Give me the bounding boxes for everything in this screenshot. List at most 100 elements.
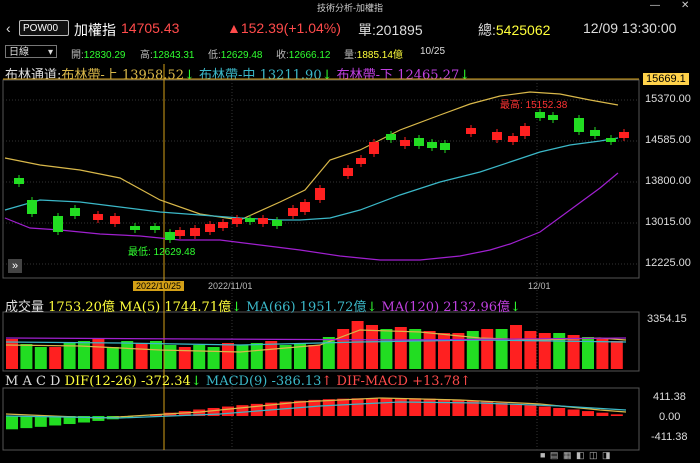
volume-bar: [178, 347, 191, 369]
price-panel-frame: [2, 79, 640, 279]
volume-ma5-line: [5, 329, 627, 353]
close-value: 12666.12: [288, 50, 331, 61]
candle: [427, 142, 437, 148]
volume-bar: [394, 327, 407, 369]
candle: [343, 168, 353, 176]
volume-bar: [322, 337, 335, 369]
candle: [386, 134, 396, 140]
macd-hist-bar: [524, 405, 537, 416]
close-button[interactable]: ✕: [681, 0, 690, 11]
macd-axis-tick: 411.38: [653, 391, 686, 403]
volume-bar: [438, 333, 450, 369]
volume-bar: [524, 331, 537, 369]
macd-hist-bar: [553, 407, 566, 416]
volume-bar: [380, 329, 393, 369]
macd-hist-bar: [294, 400, 306, 416]
expand-icon[interactable]: »: [8, 259, 22, 273]
volume-bar: [34, 347, 47, 369]
down-arrow-icon: ↓: [183, 68, 195, 83]
window-title: 技術分析-加權指: [317, 3, 383, 13]
macd-hist-bar: [236, 405, 249, 416]
candle: [535, 112, 545, 118]
macd-hist-bar: [610, 414, 623, 416]
high-label: 高:: [140, 50, 153, 61]
macd-label: MACD(9): [205, 374, 268, 389]
macd-hist-bar: [394, 398, 407, 416]
open-field: 開:12830.29: [71, 46, 126, 61]
macd-legend: M A C D DIF(12-26) -372.34↓ MACD(9) -386…: [5, 374, 471, 389]
macd-hist-bar: [351, 398, 364, 416]
symbol-input[interactable]: POW00: [19, 20, 69, 36]
candle: [130, 226, 140, 230]
volume-bar: [481, 329, 494, 369]
volume-bar: [164, 345, 177, 369]
candle: [508, 136, 518, 142]
candle: [400, 140, 410, 146]
down-arrow-icon: ↓: [321, 68, 333, 83]
volume-panel-frame: [2, 311, 640, 372]
candle: [232, 218, 242, 224]
volume-bar: [250, 343, 263, 369]
volume-axis-tick: 3354.15: [647, 313, 687, 325]
low-field: 低:12629.48: [208, 46, 263, 61]
date-label: 12/01: [528, 281, 551, 291]
bb-lower-line: [4, 172, 619, 261]
candle: [245, 218, 255, 222]
macd-hist-bar: [20, 416, 33, 429]
volume-bar: [495, 329, 508, 369]
open-label: 開:: [71, 50, 84, 61]
down-arrow-icon: ↓: [190, 374, 202, 389]
macd-hist-bar: [596, 412, 609, 416]
bb-upper-line: [4, 91, 619, 221]
ma120-value: 2132.96億: [443, 300, 511, 315]
minimize-button[interactable]: —: [650, 0, 660, 11]
volume-bar: [20, 344, 33, 369]
osc-value: +13.78: [412, 374, 461, 389]
candle: [492, 132, 502, 140]
chevron-down-icon: ▾: [47, 47, 53, 58]
candle: [520, 126, 530, 136]
period-value: 日線: [9, 47, 29, 58]
price-tick: 13800.00: [645, 175, 691, 187]
selected-date: 2022/10/25: [133, 281, 185, 291]
volume-bar: [92, 339, 105, 369]
candle: [315, 188, 325, 200]
candle: [356, 158, 366, 164]
candle: [14, 178, 24, 184]
volume-ma66-line: [5, 339, 627, 346]
volume-bar: [567, 335, 580, 369]
bottom-toolbar-icons[interactable]: ■ ▤ ▦ ◧ ◫ ◨: [540, 450, 612, 460]
volume-bar: [423, 331, 436, 369]
macd-hist-bar: [423, 398, 436, 416]
period-select[interactable]: 日線 ▾: [5, 45, 57, 58]
volume-bar: [106, 347, 119, 369]
ohlc-bar: 日線 ▾ 開:12830.29 高:12843.31 低:12629.48 收:1…: [0, 44, 700, 61]
macd-title: M A C D: [5, 374, 61, 389]
amount-value: 1885.14億: [356, 50, 403, 61]
ma66-value: 1951.72億: [299, 300, 367, 315]
instrument-name: 加權指: [74, 22, 116, 38]
chevron-left-icon[interactable]: ‹: [6, 20, 11, 36]
macd-value: -386.13: [271, 374, 322, 389]
macd-axis-tick: 0.00: [659, 411, 681, 423]
volume-bar: [351, 321, 364, 369]
total-volume: 總:5425062: [478, 20, 550, 40]
volume-bar: [222, 343, 234, 369]
volume-ma120-line: [5, 337, 627, 341]
macd-hist-bar: [409, 398, 422, 416]
macd-hist-bar: [452, 399, 465, 416]
down-arrow-icon: ↓: [459, 68, 471, 83]
low-annotation: 最低: 12629.48: [128, 247, 196, 258]
candle: [440, 143, 450, 150]
candle: [466, 128, 476, 134]
macd-hist-bar: [538, 406, 551, 416]
volume-value: 1753.20億: [48, 300, 115, 315]
candle: [574, 118, 584, 132]
total-value: 5425062: [495, 22, 551, 38]
candle: [590, 130, 600, 136]
macd-hist-bar: [49, 416, 62, 426]
volume-bar: [207, 347, 220, 369]
volume-bar: [6, 339, 18, 369]
candle: [110, 216, 120, 224]
